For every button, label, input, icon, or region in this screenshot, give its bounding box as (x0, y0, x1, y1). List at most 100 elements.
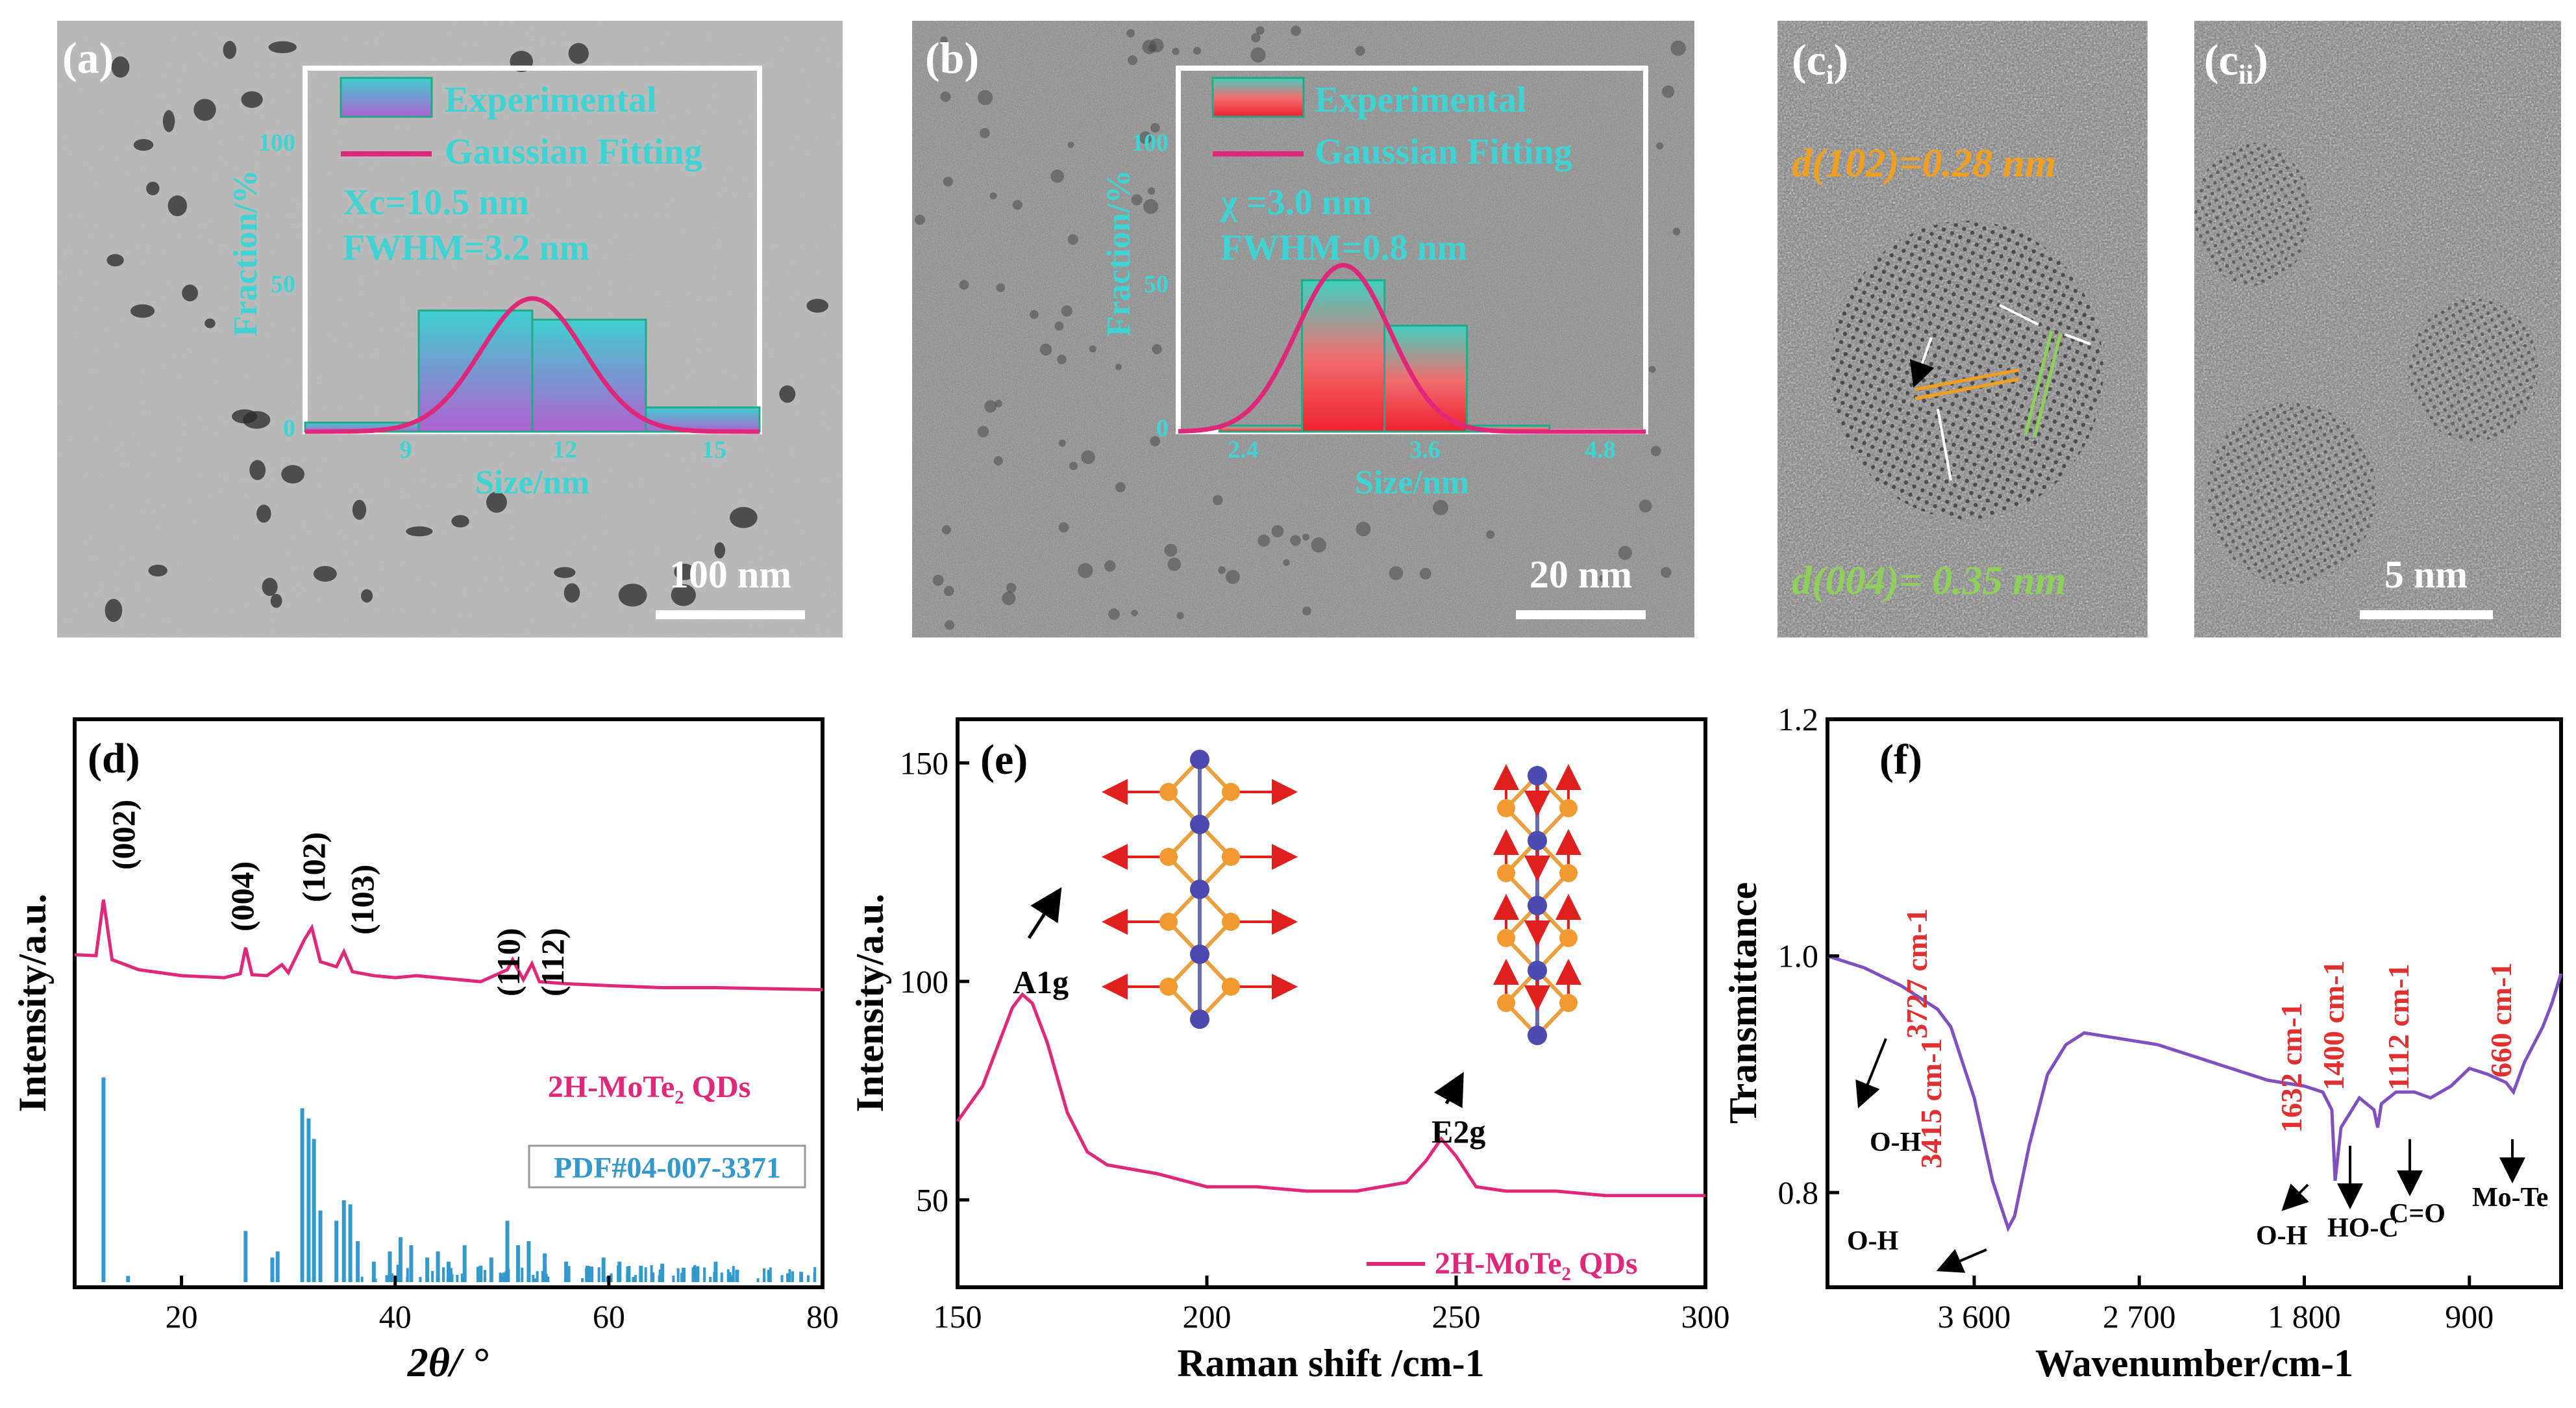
x-axis-label-f: Wavenumber/cm-1 (2035, 1342, 2353, 1385)
x-tick-label: 300 (1681, 1298, 1730, 1335)
quantum-dot (1291, 25, 1301, 36)
crystal-lattice-2 (2409, 299, 2538, 441)
x-axis-label-d: 2θ/ ° (407, 1339, 489, 1385)
quantum-dot (1081, 450, 1095, 464)
quantum-dot (1650, 445, 1661, 456)
pdf-label-box (528, 1144, 806, 1189)
bond-oh-3: O-H (2256, 1221, 2307, 1251)
nanoparticle (223, 41, 237, 59)
quantum-dot (1054, 321, 1064, 331)
nanoparticle (148, 564, 167, 577)
quantum-dot (1226, 569, 1240, 584)
panel-label-f: (f) (1879, 736, 1922, 784)
stat-center-a: Xc=10.5 nm (343, 182, 529, 223)
quantum-dot (915, 214, 925, 225)
quantum-dot (1078, 563, 1093, 578)
x-tick-label: 20 (166, 1298, 198, 1335)
nanoparticle (486, 491, 507, 513)
te-atom (1159, 913, 1178, 931)
bond-oh-1: O-H (1870, 1128, 1921, 1157)
legend-fit-a: Gaussian Fitting (445, 132, 702, 172)
d-spacing-004: d(004)= 0.35 nm (1792, 559, 2066, 603)
d-spacing-102: d(102)=0.28 nm (1792, 142, 2056, 186)
legend-fit-b: Gaussian Fitting (1315, 132, 1572, 172)
legend-swatch-experimental-b (1211, 77, 1305, 118)
quantum-dot (1002, 591, 1016, 606)
panel-a: (a) 100 nm Experimental Gaussian Fitting… (57, 21, 843, 637)
nanoparticle (281, 465, 304, 484)
quantum-dot (943, 177, 954, 187)
nanoparticle (130, 304, 155, 318)
panel-label-ci: (ci) (1792, 35, 1848, 90)
mo-atom (1528, 766, 1547, 785)
y-axis-label-f: Transmittance (1722, 882, 1765, 1124)
quantum-dot (1662, 85, 1675, 98)
nanoparticle (232, 409, 258, 424)
mo-atom (1190, 1009, 1209, 1029)
crystal-lattice (1831, 221, 2103, 519)
quantum-dot (1656, 142, 1664, 150)
nanoparticle (182, 284, 198, 302)
nanoparticle (564, 583, 580, 603)
nanoparticle (105, 599, 123, 623)
quantum-dot (984, 400, 997, 413)
quantum-dot (1131, 610, 1138, 617)
legend-swatch-experimental-a (340, 77, 433, 118)
quantum-dot (945, 620, 955, 630)
te-atom (1559, 929, 1578, 947)
quantum-dot (1012, 200, 1022, 210)
nanoparticle (268, 41, 297, 53)
nanoparticle (162, 110, 175, 132)
quantum-dot (996, 283, 1006, 293)
peak-a1g: A1g (1013, 964, 1069, 1000)
quantum-dot (995, 399, 1003, 408)
y-tick-label: 50 (916, 1181, 948, 1218)
quantum-dot (978, 90, 993, 106)
bond-mote: Mo-Te (2472, 1183, 2548, 1213)
nanoparticle (193, 99, 216, 121)
te-atom (1559, 994, 1578, 1012)
e2g-structure-diagram (1493, 764, 1581, 1045)
histogram-bar (1301, 279, 1386, 433)
bond-co: C=O (2389, 1199, 2446, 1229)
quantum-dot (1150, 123, 1160, 133)
raman-spectrum (956, 992, 1705, 1198)
quantum-dot (1176, 611, 1184, 619)
quantum-dot (941, 525, 951, 535)
quantum-dot (989, 192, 997, 200)
scale-bar-b (1516, 610, 1646, 619)
ftir-spectrum (1827, 954, 2563, 1233)
bond-oh-2: O-H (1847, 1226, 1898, 1256)
nanoparticle (618, 584, 647, 607)
nanoparticle (313, 565, 337, 582)
inset-xlabel-b: Size/nm (1355, 464, 1469, 501)
quantum-dot (1355, 45, 1365, 56)
inset-xtick-a-12: 12 (552, 436, 577, 463)
peak-102: (102) (295, 832, 332, 902)
quantum-dot (1433, 500, 1448, 515)
stat-center-b: χ =3.0 nm (1220, 182, 1372, 223)
peak-110: (110) (490, 928, 526, 996)
quantum-dot (1172, 47, 1180, 55)
te-atom (1497, 929, 1515, 947)
mo-atom (1190, 815, 1209, 834)
quantum-dot (959, 280, 969, 290)
quantum-dot (1131, 194, 1143, 206)
inset-xtick-b-24: 2.4 (1228, 436, 1259, 463)
quantum-dot (1290, 535, 1301, 546)
te-atom (1497, 864, 1515, 882)
quantum-dot (943, 586, 954, 597)
quantum-dot (1167, 558, 1182, 571)
quantum-dot (1486, 530, 1495, 539)
stat-fwhm-b: FWHM=0.8 nm (1220, 228, 1467, 268)
quantum-dot (1599, 574, 1607, 582)
quantum-dot (980, 128, 990, 138)
annotation-660: 660 cm-1 (2484, 962, 2518, 1078)
nanoparticle (241, 91, 263, 108)
x-tick-label: 80 (806, 1298, 839, 1335)
mo-atom (1528, 831, 1547, 850)
mo-atom (1190, 880, 1209, 899)
quantum-dot (1302, 533, 1309, 541)
